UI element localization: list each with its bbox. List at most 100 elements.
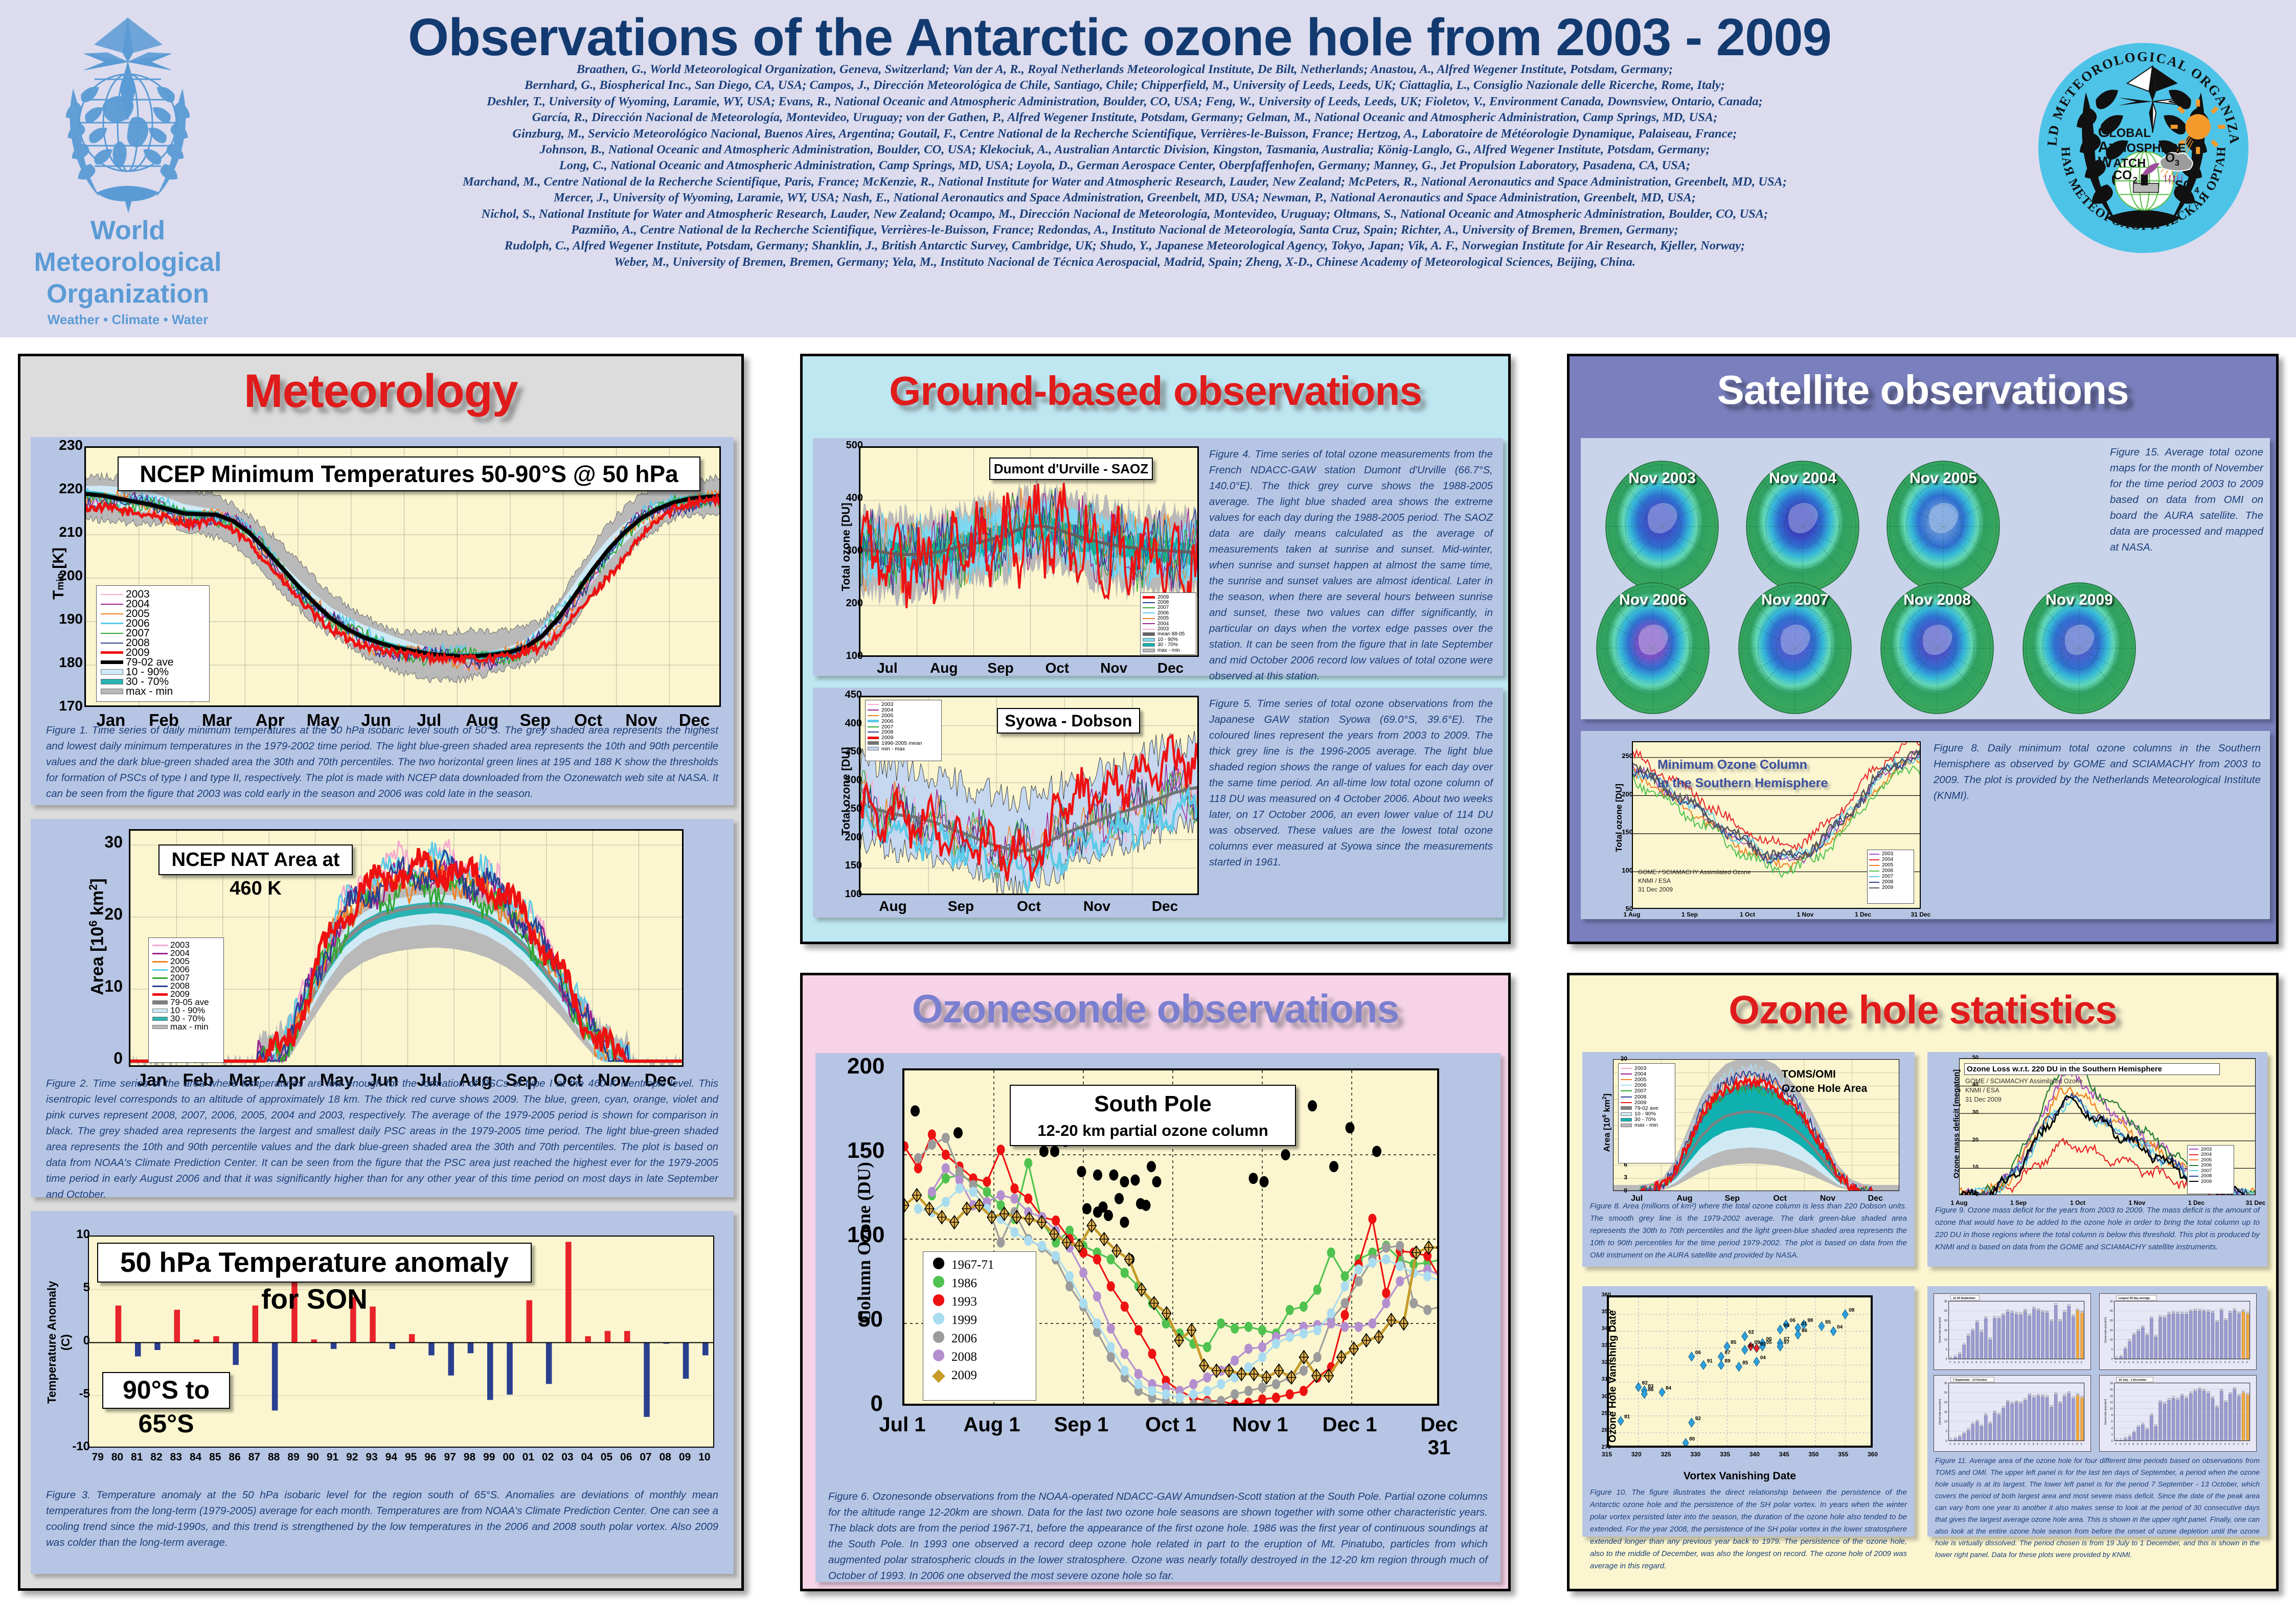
series-line (1633, 742, 1920, 853)
svg-text:81: 81 (1624, 1414, 1630, 1420)
tick-label: 0 (1946, 1358, 1947, 1361)
legend-item: 2007 (868, 724, 939, 730)
ozone-map-icon (1746, 461, 1859, 592)
legend-item: 2009 (1621, 1100, 1673, 1106)
data-point (1382, 1288, 1391, 1298)
tick-label: 96 (2024, 1361, 2026, 1363)
bar (2220, 1390, 2223, 1441)
bar-value-label: 20.0 (2224, 1318, 2227, 1320)
bar (2028, 1395, 2031, 1441)
scatter-point: 09 (1747, 1340, 1760, 1352)
bar (2167, 1314, 2171, 1359)
tick-label: 79 (2115, 1443, 2117, 1445)
legend-marker: ◆ (931, 1366, 946, 1385)
tick-label: 89 (1993, 1361, 1995, 1363)
tick-label: 92 (346, 1451, 358, 1463)
tick-label: 91 (2168, 1443, 2170, 1445)
bar-value-label: 24.9 (2198, 1309, 2201, 1311)
tick-label: 150 (845, 860, 862, 872)
tick-label: Mar (202, 711, 232, 729)
legend-line (1869, 853, 1879, 855)
legend-item: 2006 (1869, 868, 1912, 874)
legend-label: 2003 (1882, 851, 1894, 857)
data-point-2009 (1299, 1350, 1309, 1365)
scatter-point: 98 (1800, 1318, 1813, 1330)
bar (2180, 1314, 2184, 1359)
bar (487, 1342, 493, 1400)
legend-swatch (101, 689, 123, 694)
data-point-2009 (912, 1187, 922, 1203)
bar (585, 1336, 591, 1343)
legend-label: 2007 (2201, 1168, 2212, 1174)
data-point (927, 1129, 936, 1140)
bar-value-label: 12.6 (2167, 1398, 2171, 1400)
bar-value-label: 24.8 (2024, 1309, 2027, 1311)
bar (2176, 1399, 2179, 1441)
tick-label: 20 (1972, 1136, 1979, 1143)
bar-value-label: 22.0 (2072, 1396, 2075, 1398)
data-point (1410, 1298, 1418, 1309)
scatter-point: 02 (1741, 1330, 1754, 1341)
tick-label: 97 (2194, 1443, 2196, 1445)
bar (1975, 1322, 1979, 1359)
tick-label: Nov (598, 1070, 631, 1090)
tick-label: 80 (111, 1451, 124, 1463)
bar (624, 1331, 630, 1343)
tick-label: 200 (59, 567, 83, 583)
legend-line (1621, 1079, 1632, 1080)
tick-label: 91 (2002, 1443, 2004, 1445)
svg-text:89: 89 (1725, 1358, 1731, 1364)
data-point (1093, 1254, 1101, 1265)
data-point (1203, 1398, 1212, 1404)
tick-label: 190 (59, 610, 83, 627)
legend-label: 2006 (1882, 868, 1894, 874)
tick-label: 80 (1954, 1361, 1956, 1363)
satellite-map-label: Nov 2007 (1761, 591, 1829, 608)
bar-value-label: 19.8 (2015, 1400, 2018, 1402)
svg-text:09: 09 (1754, 1340, 1760, 1345)
legend-label: 2006 (2201, 1162, 2212, 1169)
scatter-point: 81 (1617, 1414, 1630, 1426)
tick-label: 00 (503, 1451, 515, 1463)
tick-label: 03 (2054, 1361, 2056, 1363)
tick-label: 82 (1963, 1443, 1965, 1445)
tick-label: 81 (2124, 1361, 2126, 1363)
legend-line (868, 732, 879, 733)
tick-label: 30 (1944, 1382, 1947, 1385)
legend-item: 2007 (1621, 1088, 1673, 1094)
bar (2080, 1312, 2084, 1359)
data-point-2009 (1124, 1252, 1134, 1267)
bar (1971, 1424, 1974, 1441)
bar (2215, 1407, 2219, 1441)
source-line: KNMI / ESA (1638, 877, 1671, 884)
bar (2246, 1314, 2249, 1359)
tick-label: 1 Oct (2070, 1199, 2085, 1206)
legend-label: 1986 (951, 1276, 977, 1290)
bar (2145, 1429, 2149, 1441)
bar (2241, 1392, 2245, 1441)
tick-label: Sep (987, 660, 1014, 676)
data-point-2009 (1386, 1312, 1397, 1328)
legend-label: 2006 (170, 965, 190, 974)
bar (2185, 1314, 2188, 1359)
legend-item: 2005 (1621, 1077, 1673, 1083)
bar-value-label: 11.5 (2154, 1335, 2157, 1337)
data-point (983, 1176, 991, 1187)
tick-label: 97 (2028, 1361, 2030, 1363)
legend-dumont: 2009 2008 2007 2006 2005 2004 2003 mean 88-05 10… (1140, 592, 1196, 655)
tick-label: 03 (2220, 1361, 2222, 1363)
legend-label: 2007 (1882, 874, 1894, 879)
bar (252, 1305, 259, 1343)
legend-label: 2005 (126, 607, 150, 620)
tick-label: 07 (2237, 1361, 2239, 1363)
legend-item: 2007 (101, 627, 205, 639)
svg-text:92: 92 (1695, 1416, 1701, 1422)
bar (2167, 1400, 2171, 1441)
bar-value-label: 23.3 (2015, 1312, 2018, 1314)
data-point (1134, 1325, 1143, 1336)
tick-label: Aug (930, 660, 958, 676)
data-point (1437, 1276, 1439, 1287)
bar-value-label: 23.5 (2237, 1311, 2241, 1313)
ozone-map-icon (2022, 582, 2136, 714)
tick-label: 0 (2111, 1439, 2113, 1443)
